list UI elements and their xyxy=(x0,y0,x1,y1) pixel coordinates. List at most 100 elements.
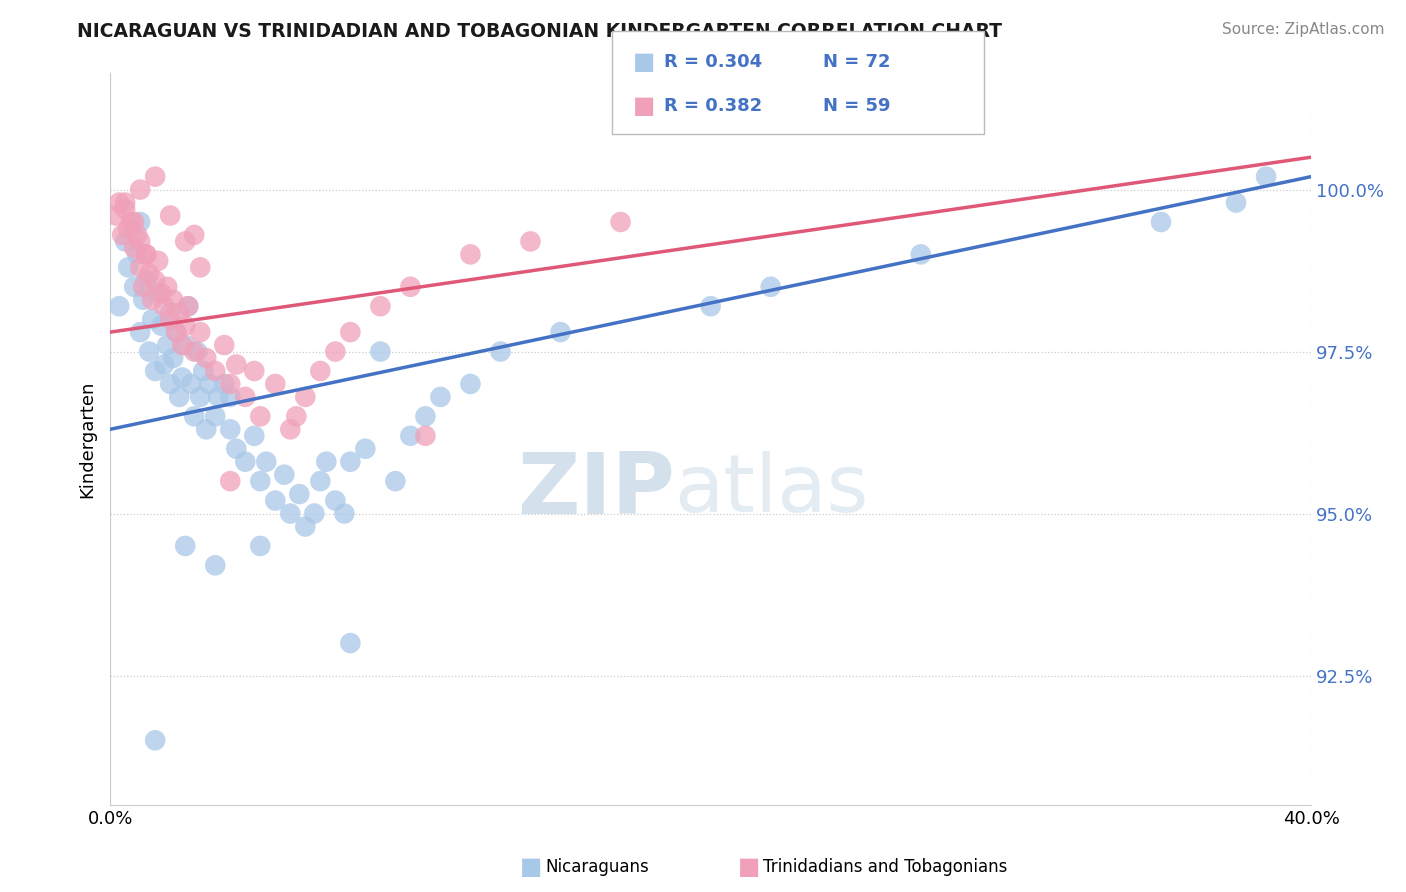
Point xyxy=(156,338,179,352)
Point xyxy=(325,493,347,508)
Point xyxy=(415,429,437,443)
Point xyxy=(233,455,256,469)
Text: R = 0.304: R = 0.304 xyxy=(664,53,762,70)
Point xyxy=(550,325,572,339)
Point xyxy=(195,351,218,365)
Point xyxy=(219,422,242,436)
Point xyxy=(183,409,205,424)
Point xyxy=(141,293,163,307)
Point xyxy=(339,325,361,339)
Point xyxy=(212,376,235,391)
Point xyxy=(225,442,247,456)
Point xyxy=(254,455,277,469)
Point xyxy=(108,299,131,313)
Point xyxy=(143,364,166,378)
Point xyxy=(212,338,235,352)
Point xyxy=(159,209,181,223)
Text: R = 0.382: R = 0.382 xyxy=(664,97,762,115)
Point xyxy=(399,429,422,443)
Point xyxy=(174,235,197,249)
Point xyxy=(699,299,721,313)
Point xyxy=(186,344,208,359)
Point xyxy=(135,273,157,287)
Text: Source: ZipAtlas.com: Source: ZipAtlas.com xyxy=(1222,22,1385,37)
Point xyxy=(204,409,226,424)
Point xyxy=(759,280,782,294)
Point xyxy=(370,344,392,359)
Point xyxy=(150,286,173,301)
Point xyxy=(108,195,131,210)
Point xyxy=(143,169,166,184)
Point xyxy=(204,364,226,378)
Point xyxy=(278,422,301,436)
Point xyxy=(138,267,160,281)
Point xyxy=(249,474,271,488)
Point xyxy=(114,195,136,210)
Point xyxy=(193,364,215,378)
Text: ■: ■ xyxy=(738,855,761,879)
Point xyxy=(143,273,166,287)
Point xyxy=(174,539,197,553)
Point xyxy=(195,422,218,436)
Point xyxy=(519,235,541,249)
Point xyxy=(156,280,179,294)
Point xyxy=(384,474,406,488)
Point xyxy=(162,351,184,365)
Point xyxy=(129,325,152,339)
Point xyxy=(172,370,194,384)
Point xyxy=(122,215,145,229)
Point xyxy=(127,227,149,242)
Point xyxy=(148,286,170,301)
Point xyxy=(1254,169,1277,184)
Point xyxy=(153,299,176,313)
Point xyxy=(172,338,194,352)
Text: atlas: atlas xyxy=(675,451,869,529)
Point xyxy=(159,376,181,391)
Point xyxy=(288,487,311,501)
Point xyxy=(183,227,205,242)
Point xyxy=(294,390,316,404)
Point xyxy=(159,306,181,320)
Point xyxy=(273,467,295,482)
Point xyxy=(129,260,152,275)
Y-axis label: Kindergarten: Kindergarten xyxy=(79,380,96,498)
Point xyxy=(264,493,287,508)
Point xyxy=(294,519,316,533)
Point xyxy=(150,318,173,333)
Point xyxy=(129,235,152,249)
Point xyxy=(174,318,197,333)
Point xyxy=(489,344,512,359)
Point xyxy=(132,280,155,294)
Point xyxy=(111,227,134,242)
Point xyxy=(460,247,482,261)
Point xyxy=(333,507,356,521)
Point xyxy=(219,390,242,404)
Point xyxy=(339,636,361,650)
Point xyxy=(127,247,149,261)
Point xyxy=(174,338,197,352)
Point xyxy=(143,733,166,747)
Point xyxy=(225,358,247,372)
Point xyxy=(188,325,211,339)
Point xyxy=(304,507,326,521)
Point xyxy=(165,325,187,339)
Point xyxy=(315,455,337,469)
Point xyxy=(129,215,152,229)
Point xyxy=(167,390,190,404)
Point xyxy=(249,409,271,424)
Point xyxy=(180,376,202,391)
Point xyxy=(278,507,301,521)
Point xyxy=(135,247,157,261)
Point xyxy=(354,442,377,456)
Point xyxy=(399,280,422,294)
Point xyxy=(153,358,176,372)
Point xyxy=(141,312,163,326)
Point xyxy=(159,312,181,326)
Point xyxy=(120,215,142,229)
Point xyxy=(285,409,308,424)
Point xyxy=(162,293,184,307)
Point xyxy=(204,558,226,573)
Point xyxy=(135,247,157,261)
Point xyxy=(105,209,128,223)
Point xyxy=(370,299,392,313)
